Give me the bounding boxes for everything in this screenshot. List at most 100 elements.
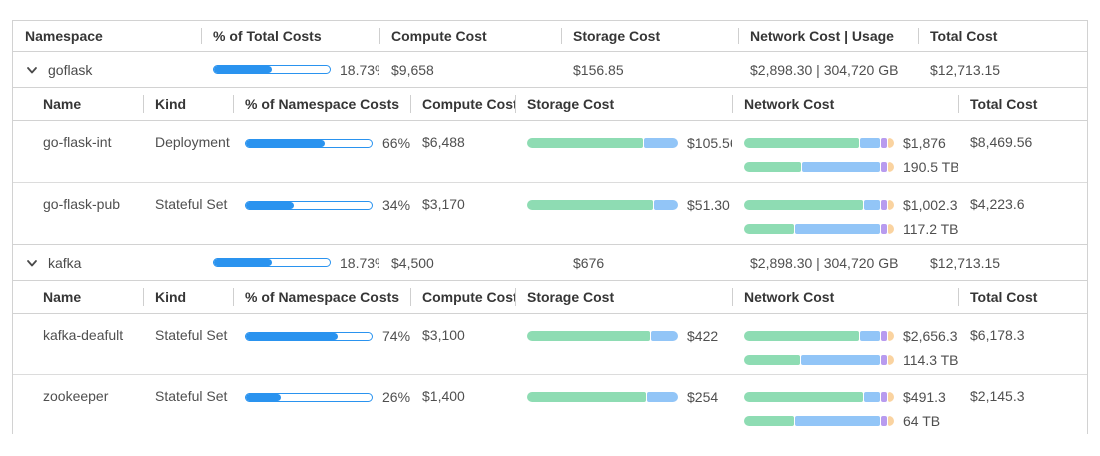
storage-cost-bar	[527, 138, 678, 148]
col-header-pct-namespace-costs: % of Namespace Costs	[233, 88, 410, 120]
network-cost-cell: $1,876 190.5 TB	[732, 121, 958, 182]
total-cost-value: $4,223.6	[970, 196, 1025, 212]
pct-total-costs-bar	[213, 65, 331, 74]
compute-cost-value: $1,400	[422, 388, 465, 404]
total-cost-value: $6,178.3	[970, 327, 1025, 343]
workload-name: go-flask-pub	[43, 196, 121, 212]
storage-cost-cell: $105.56	[515, 121, 732, 182]
storage-cost-value: $156.85	[573, 61, 624, 78]
col-header-storage-cost: Storage Cost	[515, 281, 732, 313]
namespace-name-cell: goflask	[13, 52, 201, 87]
pct-namespace-costs-cell: 34%	[233, 183, 410, 244]
col-header-compute-cost: Compute Cost	[410, 281, 515, 313]
pct-namespace-costs-bar	[245, 331, 373, 341]
total-cost-value: $8,469.56	[970, 134, 1033, 150]
workload-kind: Stateful Set	[155, 388, 228, 404]
network-usage-bar	[744, 162, 894, 172]
compute-cost-value: $4,500	[391, 254, 434, 271]
pct-namespace-costs-bar	[245, 392, 373, 402]
network-cost-value: $1,002.3	[903, 197, 958, 213]
pct-total-costs-cell: 18.73%	[201, 245, 379, 280]
storage-cost-bar	[527, 392, 678, 402]
pct-namespace-costs-value: 66%	[382, 135, 410, 151]
storage-cost-value: $51.30	[687, 197, 730, 213]
network-cost-value: $2,656.3	[903, 328, 958, 344]
total-cost-value: $2,145.3	[970, 388, 1025, 404]
col-header-total-cost: Total Cost	[918, 21, 1087, 51]
chevron-down-icon[interactable]	[25, 256, 39, 270]
pct-total-costs-value: 18.73%	[340, 61, 379, 78]
namespace-row-kafka[interactable]: kafka 18.73% $4,500 $676 $2,898.30 | 304…	[13, 245, 1087, 281]
network-cost-bar	[744, 138, 894, 148]
network-usage-value: 117.2 TB	[903, 221, 958, 237]
network-cost-bar	[744, 200, 894, 210]
network-cost-usage-value: $2,898.30 | 304,720 GB	[750, 61, 899, 78]
workload-table-header: Name Kind % of Namespace Costs Compute C…	[13, 88, 1087, 121]
cost-table: Namespace % of Total Costs Compute Cost …	[12, 20, 1088, 434]
col-header-network-cost: Network Cost	[732, 281, 958, 313]
workload-kind: Stateful Set	[155, 196, 228, 212]
storage-cost-cell: $51.30	[515, 183, 732, 244]
network-cost-bar	[744, 392, 894, 402]
col-header-name: Name	[43, 96, 82, 112]
workload-name: zookeeper	[43, 388, 109, 404]
pct-total-costs-cell: 18.73%	[201, 52, 379, 87]
workload-kind: Deployment	[155, 134, 230, 150]
compute-cost-value: $6,488	[422, 134, 465, 150]
col-header-network-cost-usage: Network Cost | Usage	[738, 21, 918, 51]
total-cost-value: $12,713.15	[930, 254, 1001, 271]
network-usage-value: 64 TB	[903, 413, 941, 429]
namespace-row-goflask[interactable]: goflask 18.73% $9,658 $156.85 $2,898.30 …	[13, 52, 1087, 88]
storage-cost-cell: $254	[515, 375, 732, 434]
workload-row-go-flask-int: go-flask-int Deployment 66% $6,488 $105.…	[13, 121, 1087, 183]
col-header-total-cost: Total Cost	[958, 281, 1087, 313]
namespace-name: goflask	[48, 61, 93, 78]
storage-cost-cell: $422	[515, 314, 732, 374]
network-usage-value: 114.3 TB	[903, 352, 958, 368]
workload-kind: Stateful Set	[155, 327, 228, 343]
pct-namespace-costs-value: 26%	[382, 389, 410, 405]
network-cost-usage-value: $2,898.30 | 304,720 GB	[750, 254, 899, 271]
pct-namespace-costs-value: 74%	[382, 328, 410, 344]
network-usage-bar	[744, 224, 894, 234]
network-usage-bar	[744, 416, 894, 426]
col-header-kind: Kind	[143, 88, 233, 120]
network-cost-bar	[744, 331, 894, 341]
col-header-pct-total-costs: % of Total Costs	[201, 21, 379, 51]
total-cost-value: $12,713.15	[930, 61, 1001, 78]
workload-table-header: Name Kind % of Namespace Costs Compute C…	[13, 281, 1087, 314]
network-usage-value: 190.5 TB	[903, 159, 958, 175]
pct-total-costs-value: 18.73%	[340, 254, 379, 271]
storage-cost-value: $422	[687, 328, 719, 344]
storage-cost-value: $105.56	[687, 135, 732, 151]
namespace-name-cell: kafka	[13, 245, 201, 280]
network-cost-cell: $1,002.3 117.2 TB	[732, 183, 958, 244]
namespace-table-header: Namespace % of Total Costs Compute Cost …	[13, 21, 1087, 52]
col-header-storage-cost: Storage Cost	[515, 88, 732, 120]
col-header-storage-cost: Storage Cost	[561, 21, 738, 51]
compute-cost-value: $3,170	[422, 196, 465, 212]
pct-namespace-costs-bar	[245, 138, 373, 148]
col-header-namespace: Namespace	[25, 28, 103, 44]
col-header-compute-cost: Compute Cost	[410, 88, 515, 120]
storage-cost-value: $676	[573, 254, 605, 271]
col-header-kind: Kind	[143, 281, 233, 313]
workload-name: kafka-deafult	[43, 327, 124, 343]
col-header-total-cost: Total Cost	[958, 88, 1087, 120]
chevron-down-icon[interactable]	[25, 63, 39, 77]
storage-cost-value: $254	[687, 389, 719, 405]
compute-cost-value: $3,100	[422, 327, 465, 343]
col-header-pct-namespace-costs: % of Namespace Costs	[233, 281, 410, 313]
workload-name: go-flask-int	[43, 134, 112, 150]
col-header-name: Name	[43, 289, 82, 305]
pct-namespace-costs-bar	[245, 200, 373, 210]
network-usage-bar	[744, 355, 894, 365]
workload-row-go-flask-pub: go-flask-pub Stateful Set 34% $3,170 $51…	[13, 183, 1087, 245]
pct-total-costs-bar	[213, 258, 331, 267]
pct-namespace-costs-cell: 66%	[233, 121, 410, 182]
compute-cost-value: $9,658	[391, 61, 434, 78]
col-header-network-cost: Network Cost	[732, 88, 958, 120]
pct-namespace-costs-cell: 26%	[233, 375, 410, 434]
network-cost-cell: $2,656.3 114.3 TB	[732, 314, 958, 374]
storage-cost-bar	[527, 200, 678, 210]
